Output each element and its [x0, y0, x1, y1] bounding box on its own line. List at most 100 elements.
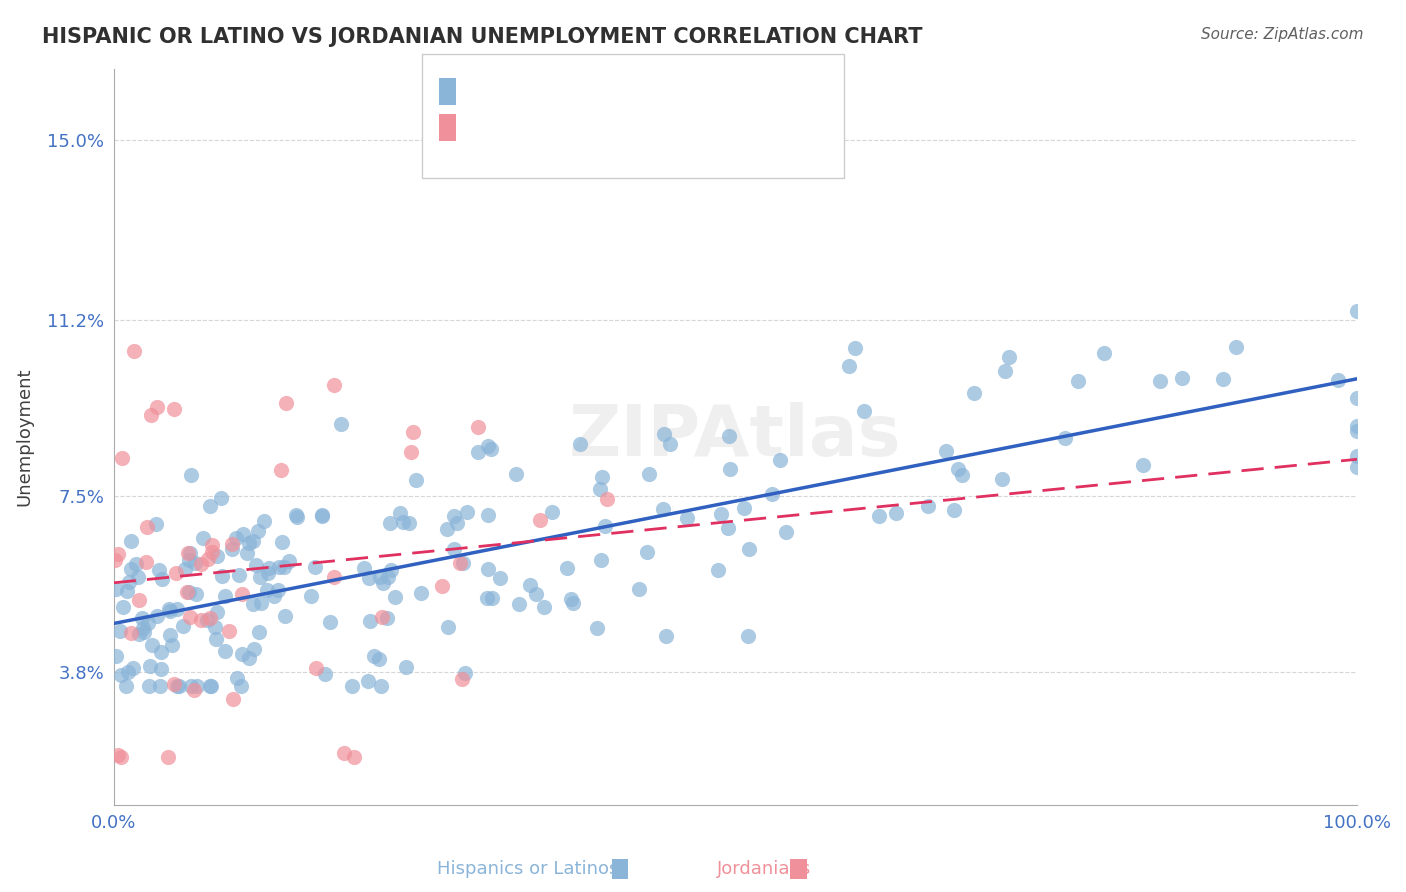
Point [249, 570, 271, 584]
Point [166, 679, 188, 693]
Point [540, 505, 562, 519]
Point [555, 561, 578, 575]
Point [214, 590, 236, 604]
Point [443, 509, 465, 524]
Point [371, 575, 394, 590]
Point [135, 555, 157, 569]
Point [110, 750, 132, 764]
Point [384, 590, 406, 604]
Point [263, 589, 285, 603]
Text: Hispanics or Latinos: Hispanics or Latinos [437, 860, 619, 878]
Point [198, 611, 221, 625]
Point [409, 586, 432, 600]
Point [231, 679, 253, 693]
Text: Jordanians: Jordanians [717, 860, 811, 878]
Point [844, 341, 866, 355]
Point [197, 613, 219, 627]
Point [146, 608, 169, 623]
Point [141, 638, 163, 652]
Point [198, 500, 221, 514]
Point [179, 546, 201, 560]
Point [190, 557, 212, 571]
Point [271, 535, 294, 549]
Point [401, 445, 423, 459]
Point [585, 621, 607, 635]
Point [176, 584, 198, 599]
Point [231, 647, 253, 661]
Point [560, 592, 582, 607]
Point [446, 516, 468, 530]
Point [718, 462, 741, 476]
Point [998, 350, 1021, 364]
Point [388, 506, 411, 520]
Point [115, 583, 138, 598]
Point [717, 521, 740, 535]
Point [596, 491, 619, 506]
Point [333, 746, 356, 760]
Point [127, 569, 149, 583]
Point [589, 553, 612, 567]
Point [591, 469, 613, 483]
Point [179, 609, 201, 624]
Point [184, 557, 207, 571]
Point [659, 436, 682, 450]
Point [136, 616, 159, 631]
Point [139, 658, 162, 673]
Point [479, 442, 502, 457]
Point [120, 534, 142, 549]
Point [1327, 373, 1350, 387]
Point [205, 632, 228, 646]
Point [179, 553, 201, 567]
Point [259, 561, 281, 575]
Point [652, 502, 675, 516]
Point [285, 508, 308, 522]
Point [104, 648, 127, 663]
Point [156, 750, 179, 764]
Point [120, 625, 142, 640]
Point [163, 401, 186, 416]
Point [214, 643, 236, 657]
Point [114, 679, 136, 693]
Point [733, 501, 755, 516]
Point [273, 560, 295, 574]
Point [243, 642, 266, 657]
Point [991, 472, 1014, 486]
Point [593, 518, 616, 533]
Point [738, 542, 761, 557]
Point [131, 621, 153, 635]
Point [1053, 431, 1076, 445]
Point [218, 624, 240, 638]
Point [148, 563, 170, 577]
Point [159, 628, 181, 642]
Point [449, 556, 471, 570]
Point [453, 666, 475, 681]
Point [519, 578, 541, 592]
Point [852, 403, 875, 417]
Point [529, 513, 551, 527]
Point [467, 444, 489, 458]
Point [1092, 345, 1115, 359]
Point [769, 453, 792, 467]
Point [247, 524, 270, 539]
Text: HISPANIC OR LATINO VS JORDANIAN UNEMPLOYMENT CORRELATION CHART: HISPANIC OR LATINO VS JORDANIAN UNEMPLOY… [42, 27, 922, 46]
Point [1346, 303, 1368, 318]
Point [157, 601, 180, 615]
Point [1346, 391, 1368, 405]
Point [477, 508, 499, 522]
Point [636, 544, 658, 558]
Point [994, 363, 1017, 377]
Point [436, 522, 458, 536]
Point [299, 589, 322, 603]
Point [392, 515, 415, 529]
Point [356, 673, 378, 688]
Point [242, 534, 264, 549]
Point [654, 629, 676, 643]
Point [169, 679, 191, 693]
Point [868, 509, 890, 524]
Point [568, 436, 591, 450]
Point [718, 429, 741, 443]
Point [111, 450, 134, 465]
Point [359, 614, 381, 628]
Point [628, 582, 651, 596]
Point [197, 552, 219, 566]
